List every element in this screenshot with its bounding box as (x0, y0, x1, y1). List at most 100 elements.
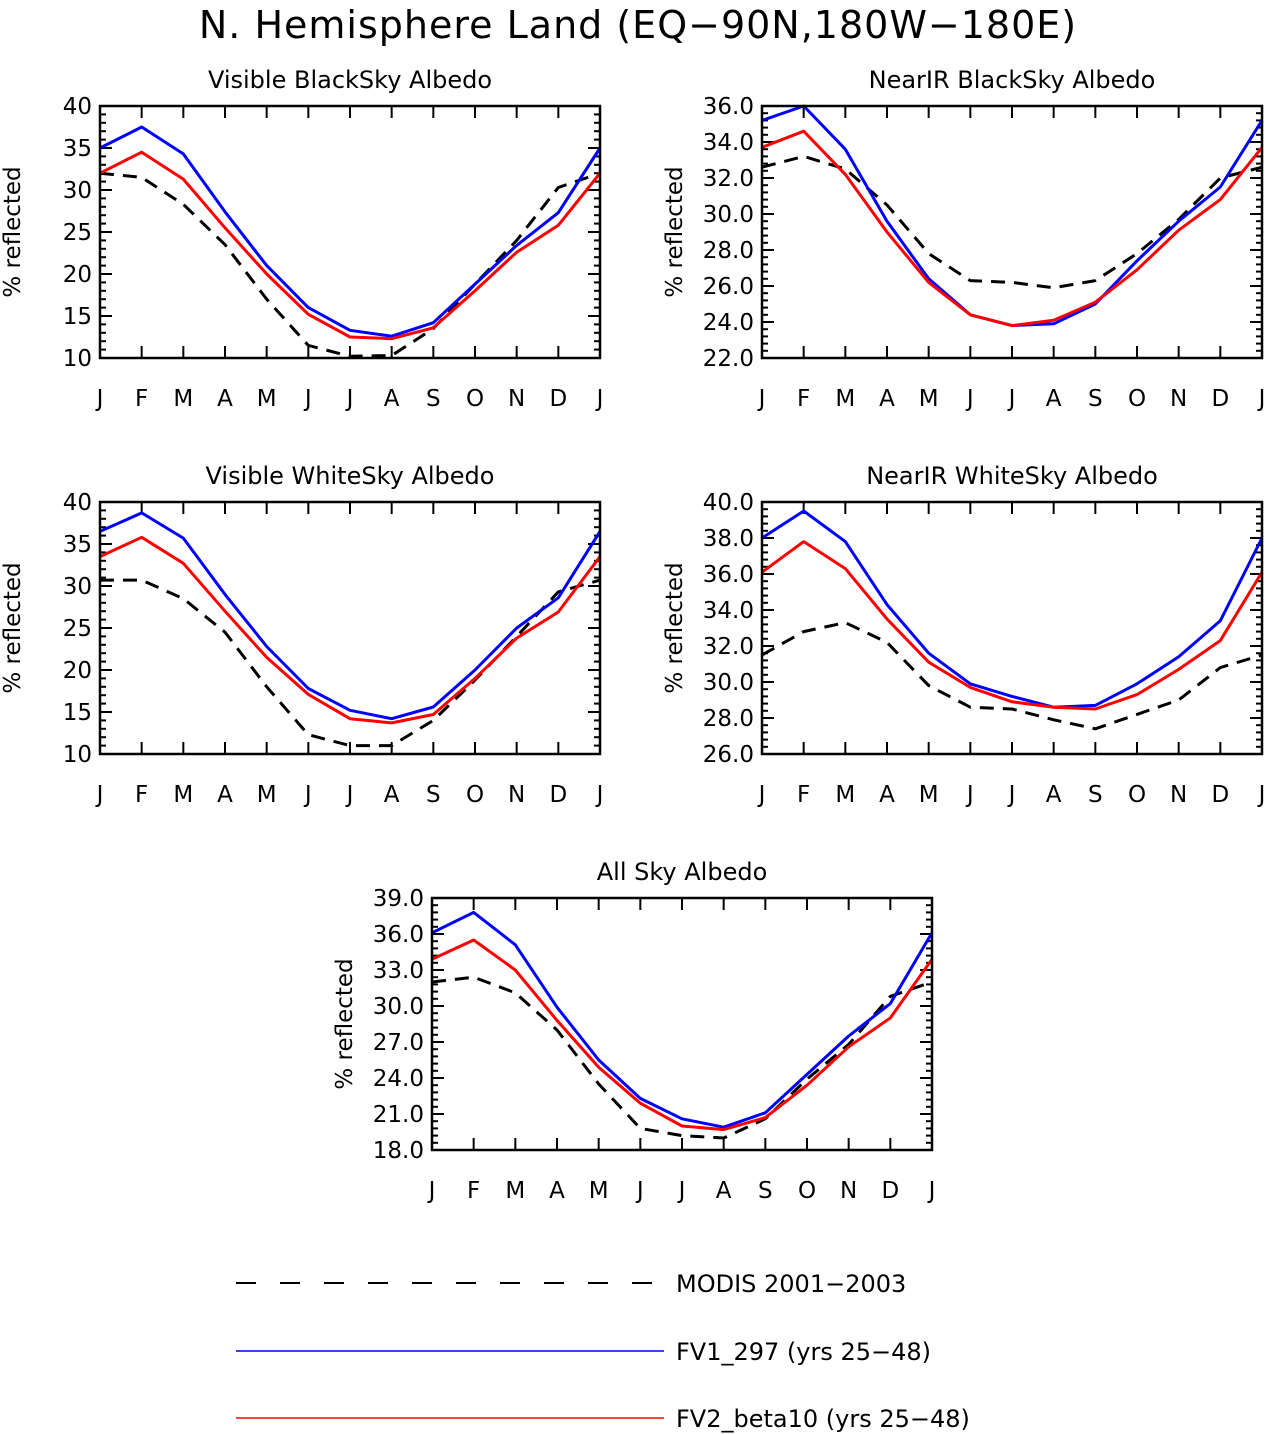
x-tick-label: A (384, 386, 400, 412)
legend-item-modis: MODIS 2001−2003 (236, 1270, 906, 1298)
x-tick-label: O (466, 386, 484, 412)
y-axis-label: % reflected (662, 166, 688, 297)
x-tick-label: D (549, 386, 567, 412)
y-tick-label: 30 (63, 574, 92, 600)
y-tick-label: 36.0 (373, 922, 424, 948)
x-tick-label: M (505, 1178, 525, 1204)
y-tick-label: 24.0 (373, 1066, 424, 1092)
y-tick-label: 20 (63, 658, 92, 684)
plot-frame (98, 500, 602, 756)
chart-panel-4: NearIR WhiteSky Albedo % reflected 26.0 28.… (662, 462, 1265, 808)
x-tick-label: N (1170, 386, 1187, 412)
x-tick-label: D (1211, 782, 1229, 808)
figure-title: N. Hemisphere Land (EQ−90N,180W−180E) (199, 3, 1077, 47)
x-tick-label: J (1257, 782, 1266, 808)
x-tick-label: S (758, 1178, 773, 1204)
y-tick-label: 34.0 (703, 130, 754, 156)
legend: MODIS 2001−2003 FV1_297 (yrs 25−48) FV2_be… (236, 1270, 970, 1433)
x-tick-label: S (1088, 386, 1103, 412)
x-tick-label: D (1211, 386, 1229, 412)
series-line-modis (761, 154, 1263, 290)
legend-label-fv1: FV1_297 (yrs 25−48) (676, 1338, 931, 1366)
x-tick-label: N (840, 1178, 857, 1204)
y-tick-label: 18.0 (373, 1138, 424, 1164)
x-tick-label: F (797, 386, 810, 412)
y-tick-label: 27.0 (373, 1030, 424, 1056)
x-tick-label: J (927, 1178, 936, 1204)
x-tick-label: A (549, 1178, 565, 1204)
series-line-modis (761, 621, 1263, 731)
y-tick-label: 28.0 (703, 238, 754, 264)
x-tick-label: S (1088, 782, 1103, 808)
y-tick-label: 26.0 (703, 742, 754, 768)
x-tick-label: S (426, 782, 441, 808)
x-tick-label: D (881, 1178, 899, 1204)
x-tick-label: M (589, 1178, 609, 1204)
x-tick-label: J (1257, 386, 1266, 412)
x-tick-label: F (797, 782, 810, 808)
y-tick-label: 32.0 (703, 634, 754, 660)
plot-frame (760, 104, 1264, 360)
y-tick-label: 36.0 (703, 94, 754, 120)
y-tick-label: 24.0 (703, 310, 754, 336)
series-line-fv2 (761, 540, 1264, 711)
x-tick-label: A (217, 782, 233, 808)
x-tick-label: J (965, 386, 974, 412)
chart-panel-3: Visible WhiteSky Albedo % reflected 10 15 20… (0, 462, 603, 808)
x-tick-label: A (217, 386, 233, 412)
y-tick-label: 30.0 (373, 994, 424, 1020)
chart-panel-5: All Sky Albedo % reflected 18.0 21.0 24.0 27.… (332, 858, 935, 1204)
x-tick-label: F (135, 782, 148, 808)
x-tick-label: A (1046, 782, 1062, 808)
x-tick-label: J (1007, 386, 1016, 412)
y-axis-label: % reflected (0, 166, 26, 297)
x-tick-label: M (257, 782, 277, 808)
x-tick-label: M (919, 782, 939, 808)
series-line-fv2 (431, 938, 934, 1132)
y-tick-label: 35 (63, 136, 92, 162)
x-tick-label: N (1170, 782, 1187, 808)
y-tick-label: 30.0 (703, 202, 754, 228)
x-tick-label: D (549, 782, 567, 808)
y-tick-label: 36.0 (703, 562, 754, 588)
x-tick-label: J (1007, 782, 1016, 808)
y-tick-label: 32.0 (703, 166, 754, 192)
legend-label-modis: MODIS 2001−2003 (676, 1270, 906, 1298)
panel-title: Visible WhiteSky Albedo (206, 462, 495, 490)
x-tick-label: O (466, 782, 484, 808)
panel-title: All Sky Albedo (597, 858, 768, 886)
series-line-fv2 (99, 535, 602, 725)
y-tick-label: 20 (63, 262, 92, 288)
plot-frame (760, 500, 1264, 756)
x-tick-label: J (595, 386, 604, 412)
series-line-fv1 (431, 910, 934, 1129)
x-tick-label: N (508, 386, 525, 412)
y-axis-label: % reflected (662, 562, 688, 693)
y-tick-label: 35 (63, 532, 92, 558)
y-tick-label: 40 (63, 94, 92, 120)
series-line-fv1 (99, 511, 602, 721)
x-tick-label: J (95, 782, 104, 808)
x-tick-label: F (467, 1178, 480, 1204)
x-tick-label: F (135, 386, 148, 412)
chart-panel-1: Visible BlackSky Albedo % reflected 10 15 20… (0, 66, 603, 412)
y-tick-label: 25 (63, 220, 92, 246)
series-line-fv2 (99, 150, 602, 341)
y-tick-label: 39.0 (373, 886, 424, 912)
chart-panels: Visible BlackSky Albedo % reflected 10 15 20… (0, 66, 1265, 1204)
y-tick-label: 40 (63, 490, 92, 516)
panel-title: NearIR BlackSky Albedo (869, 66, 1156, 94)
panel-title: NearIR WhiteSky Albedo (866, 462, 1158, 490)
series-line-modis (100, 578, 601, 748)
series-line-modis (99, 171, 601, 358)
x-tick-label: O (1128, 782, 1146, 808)
chart-panel-2: NearIR BlackSky Albedo % reflected 22.0 24.… (662, 66, 1265, 412)
x-tick-label: O (1128, 386, 1146, 412)
y-tick-label: 33.0 (373, 958, 424, 984)
y-tick-label: 38.0 (703, 526, 754, 552)
series-line-fv1 (761, 509, 1264, 709)
y-tick-label: 30 (63, 178, 92, 204)
x-tick-label: A (879, 386, 895, 412)
x-tick-label: J (303, 386, 312, 412)
y-axis-label: % reflected (0, 562, 26, 693)
